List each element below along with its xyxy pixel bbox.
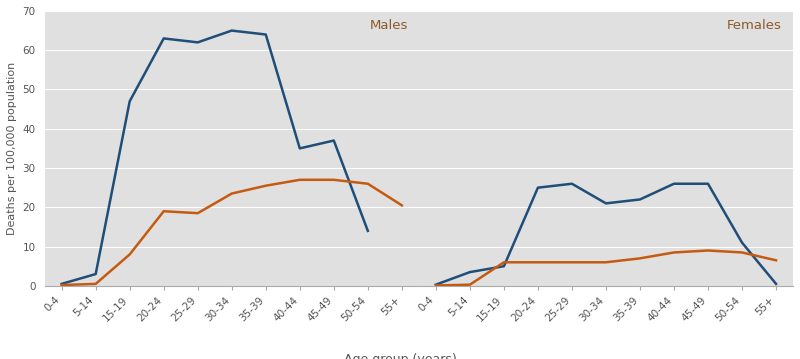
Text: Males: Males (370, 19, 408, 32)
Y-axis label: Deaths per 100,000 population: Deaths per 100,000 population (7, 62, 17, 235)
Text: Females: Females (727, 19, 782, 32)
Text: Age group (years): Age group (years) (344, 353, 456, 359)
